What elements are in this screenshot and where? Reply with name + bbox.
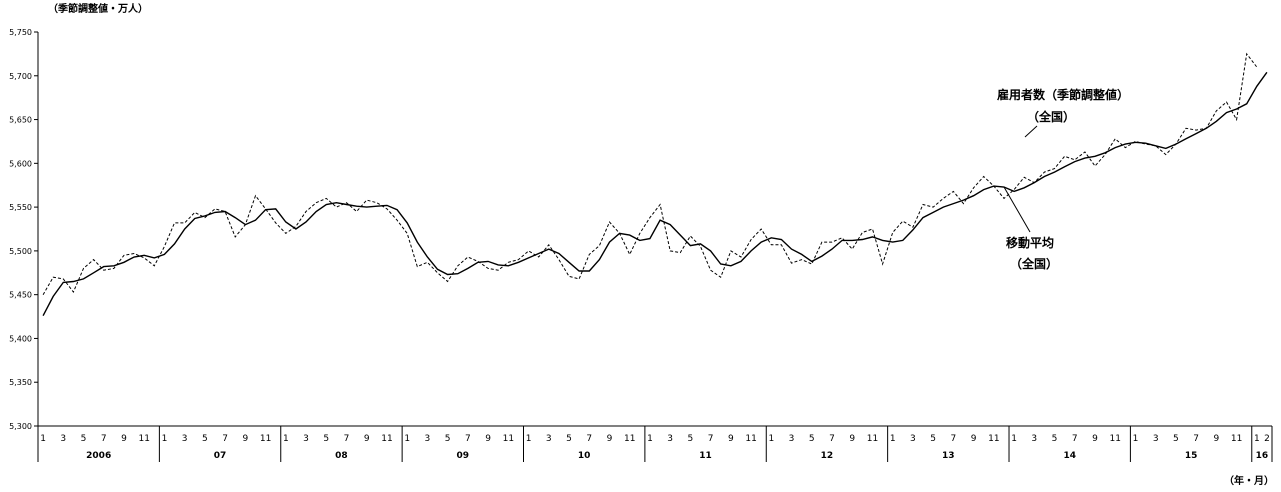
- annotation-employed-title: 雇用者数（季節調整値）: [997, 87, 1129, 102]
- x-tick-label: 5: [930, 434, 936, 444]
- x-tick-label: 7: [344, 434, 350, 444]
- x-tick-label: 5: [323, 434, 329, 444]
- annotation-moving-average-leader: [1003, 186, 1031, 233]
- y-tick-label: 5,400: [9, 334, 32, 343]
- x-tick-label: 7: [1193, 434, 1199, 444]
- x-year-label: 08: [335, 451, 348, 461]
- x-tick-label: 9: [485, 434, 491, 444]
- x-year-label: 12: [821, 451, 834, 461]
- x-tick-label: 9: [1092, 434, 1098, 444]
- x-tick-label: 1: [768, 434, 774, 444]
- x-year-label: 2006: [86, 451, 111, 461]
- x-tick-label: 9: [121, 434, 127, 444]
- x-year-label: 16: [1256, 451, 1269, 461]
- x-tick-label: 1: [647, 434, 653, 444]
- x-tick-label: 5: [445, 434, 451, 444]
- x-year-label: 09: [457, 451, 470, 461]
- x-year-label: 10: [578, 451, 591, 461]
- x-tick-label: 7: [708, 434, 714, 444]
- x-tick-label: 7: [829, 434, 835, 444]
- x-tick-label: 11: [988, 434, 999, 444]
- x-tick-label: 3: [182, 434, 188, 444]
- moving-average-line: [42, 71, 1268, 317]
- x-tick-label: 11: [1231, 434, 1242, 444]
- x-tick-label: 5: [202, 434, 208, 444]
- x-tick-label: 9: [728, 434, 734, 444]
- annotation-moving-average-sub: （全国）: [1010, 256, 1058, 271]
- chart-series: [42, 52, 1268, 317]
- x-tick-label: 3: [546, 434, 552, 444]
- x-tick-label: 1: [162, 434, 168, 444]
- x-tick-label: 11: [624, 434, 635, 444]
- chart-annotations: 雇用者数（季節調整値） （全国） 移動平均 （全国）: [997, 87, 1129, 271]
- x-tick-label: 3: [60, 434, 66, 444]
- x-tick-label: 3: [910, 434, 916, 444]
- x-tick-label: 11: [1109, 434, 1120, 444]
- x-tick-label: 5: [81, 434, 87, 444]
- x-year-label: 15: [1185, 451, 1198, 461]
- chart-axes: 5,300 5,350 5,400 5,450 5,500 5,550 5,600 5,650…: [9, 28, 1273, 462]
- y-unit-label: （季節調整値・万人）: [48, 2, 148, 15]
- x-tick-label: 1: [283, 434, 289, 444]
- x-year-label: 14: [1063, 451, 1076, 461]
- y-tick-label: 5,450: [9, 291, 32, 300]
- x-tick-label: 11: [867, 434, 878, 444]
- x-tick-label: 1: [1254, 434, 1260, 444]
- y-tick-label: 5,750: [9, 28, 32, 37]
- x-tick-label: 1: [40, 434, 46, 444]
- x-tick-label: 5: [1052, 434, 1058, 444]
- x-tick-label: 5: [809, 434, 815, 444]
- x-year-label: 13: [942, 451, 955, 461]
- y-tick-label: 5,350: [9, 378, 32, 387]
- x-tick-label: 11: [503, 434, 514, 444]
- x-unit-label: （年・月）: [1224, 474, 1274, 487]
- annotation-employed-leader: [1024, 125, 1038, 138]
- y-tick-label: 5,700: [9, 72, 32, 81]
- x-year-label: 11: [699, 451, 712, 461]
- x-tick-label: 3: [1153, 434, 1159, 444]
- x-tick-label: 7: [465, 434, 471, 444]
- x-tick-label: 1: [404, 434, 410, 444]
- x-tick-label: 7: [1072, 434, 1078, 444]
- x-tick-label: 1: [1133, 434, 1139, 444]
- x-tick-label: 9: [242, 434, 248, 444]
- x-tick-label: 9: [607, 434, 613, 444]
- x-tick-label: 5: [688, 434, 694, 444]
- y-tick-label: 5,600: [9, 159, 32, 168]
- x-tick-label: 11: [260, 434, 271, 444]
- x-tick-label: 1: [1011, 434, 1017, 444]
- x-tick-label: 3: [667, 434, 673, 444]
- x-tick-label: 3: [1031, 434, 1037, 444]
- y-tick-label: 5,550: [9, 203, 32, 212]
- x-tick-label: 7: [586, 434, 592, 444]
- x-tick-label: 5: [566, 434, 572, 444]
- x-tick-label: 9: [849, 434, 855, 444]
- x-tick-label: 9: [971, 434, 977, 444]
- y-tick-label: 5,650: [9, 116, 32, 125]
- x-tick-label: 11: [745, 434, 756, 444]
- x-tick-label: 2: [1264, 434, 1270, 444]
- y-tick-label: 5,300: [9, 422, 32, 431]
- x-tick-label: 1: [890, 434, 896, 444]
- x-tick-label: 9: [364, 434, 370, 444]
- y-tick-label: 5,500: [9, 247, 32, 256]
- x-tick-label: 3: [425, 434, 431, 444]
- x-tick-label: 11: [381, 434, 392, 444]
- annotation-moving-average-title: 移動平均: [1006, 235, 1054, 250]
- x-tick-label: 3: [789, 434, 795, 444]
- x-year-label: 07: [214, 451, 227, 461]
- x-tick-label: 7: [951, 434, 957, 444]
- x-tick-label: 1: [526, 434, 532, 444]
- x-tick-label: 7: [222, 434, 228, 444]
- annotation-employed-sub: （全国）: [1027, 109, 1075, 124]
- x-tick-label: 3: [303, 434, 309, 444]
- x-tick-label: 9: [1214, 434, 1220, 444]
- x-tick-label: 5: [1173, 434, 1179, 444]
- x-tick-label: 11: [138, 434, 149, 444]
- x-tick-label: 7: [101, 434, 107, 444]
